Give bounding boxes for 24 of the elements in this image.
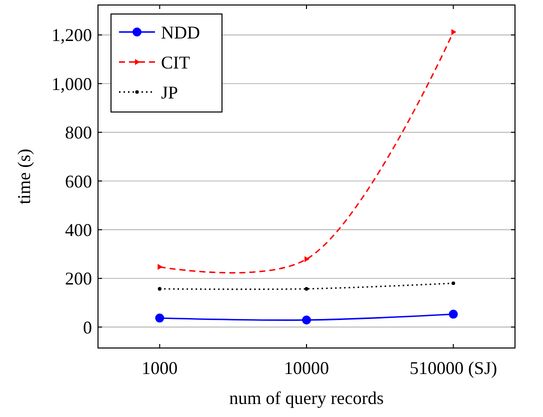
y-tick-label: 0 xyxy=(83,317,92,338)
point xyxy=(448,310,458,319)
y-tick-label: 400 xyxy=(65,220,92,240)
point xyxy=(158,287,162,291)
x-tick-label: 10000 xyxy=(284,358,329,378)
y-tick-label: 1,200 xyxy=(52,25,92,46)
point xyxy=(158,264,163,270)
point xyxy=(451,29,456,36)
y-tick-label: 800 xyxy=(65,122,92,143)
point xyxy=(155,314,164,323)
x-tick-label: 510000 (SJ) xyxy=(410,358,498,378)
legend-label: NDD xyxy=(161,22,200,42)
point xyxy=(304,256,310,262)
x-axis-title: num of query records xyxy=(229,388,384,408)
y-tick-label: 200 xyxy=(65,268,92,289)
legend-label: JP xyxy=(161,82,178,102)
y-tick-label: 600 xyxy=(65,171,92,192)
x-tick-label: 1000 xyxy=(142,358,178,378)
y-axis-title: time (s) xyxy=(14,148,34,204)
point xyxy=(302,316,311,325)
y-tick-label: 1,000 xyxy=(52,74,92,94)
point xyxy=(304,287,308,291)
legend-label: CIT xyxy=(161,52,190,72)
point xyxy=(452,281,456,286)
